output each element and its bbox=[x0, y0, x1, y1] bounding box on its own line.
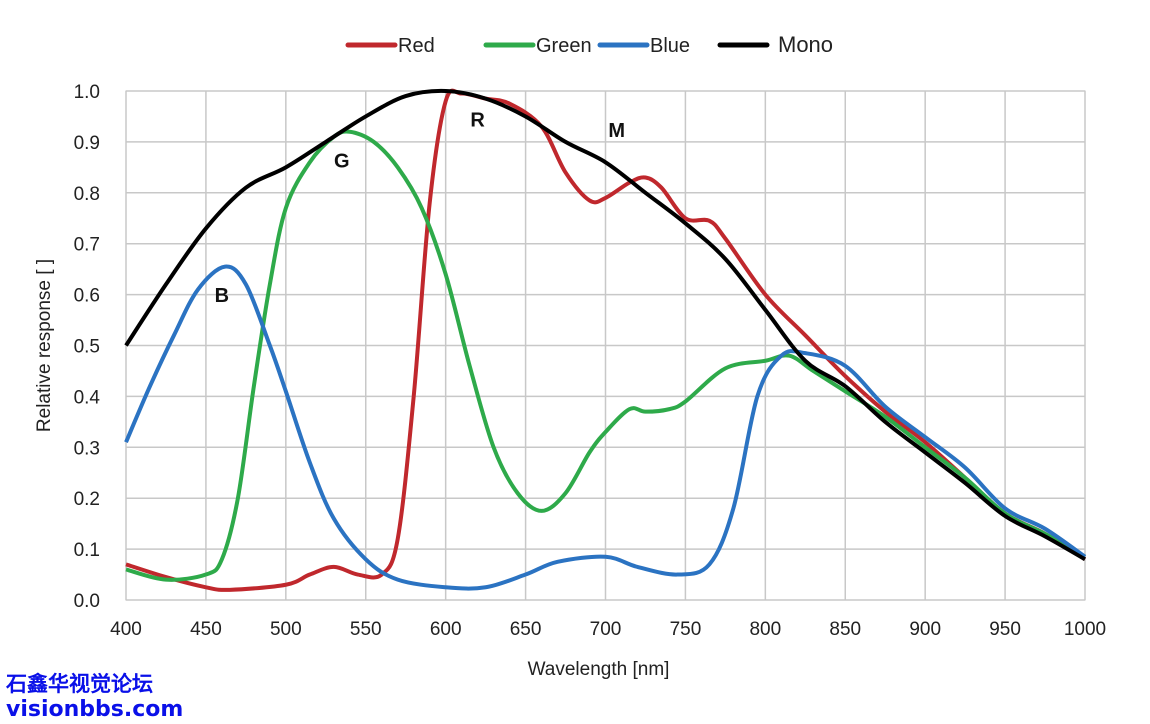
x-tick-label: 850 bbox=[829, 619, 861, 640]
curve-label: G bbox=[334, 150, 350, 172]
y-tick-label: 0.8 bbox=[74, 184, 100, 205]
y-tick-label: 0.7 bbox=[74, 235, 100, 256]
x-tick-label: 500 bbox=[270, 619, 302, 640]
y-tick-label: 0.1 bbox=[74, 540, 100, 561]
y-tick-label: 0.6 bbox=[74, 286, 100, 307]
series-line-mono bbox=[124, 88, 1086, 562]
curve-label: R bbox=[470, 110, 485, 132]
legend-label-blue: Blue bbox=[650, 35, 690, 57]
y-tick-label: 0.4 bbox=[74, 387, 101, 408]
x-tick-label: 950 bbox=[989, 619, 1021, 640]
y-tick-label: 0.3 bbox=[74, 438, 100, 459]
x-tick-label: 1000 bbox=[1064, 619, 1106, 640]
x-tick-label: 900 bbox=[909, 619, 941, 640]
x-tick-label: 650 bbox=[510, 619, 542, 640]
x-tick-label: 700 bbox=[590, 619, 622, 640]
watermark-url: visionbbs.com bbox=[6, 697, 184, 722]
y-tick-label: 0.2 bbox=[74, 489, 100, 510]
y-tick-label: 0.0 bbox=[74, 591, 100, 612]
x-tick-label: 550 bbox=[350, 619, 382, 640]
x-tick-label: 600 bbox=[430, 619, 462, 640]
legend-label-red: Red bbox=[398, 35, 435, 57]
legend-label-green: Green bbox=[536, 35, 592, 57]
y-tick-label: 0.5 bbox=[74, 337, 100, 358]
x-axis-label: Wavelength [nm] bbox=[528, 659, 670, 680]
series-line-green bbox=[125, 129, 1086, 582]
y-tick-label: 0.9 bbox=[74, 133, 100, 154]
y-axis-label: Relative response [ ] bbox=[34, 259, 55, 432]
legend-label-mono: Mono bbox=[778, 32, 833, 57]
curve-label: B bbox=[215, 285, 229, 307]
series-line-blue bbox=[124, 264, 1087, 591]
series-line-red bbox=[125, 88, 1087, 592]
y-tick-label: 1.0 bbox=[74, 82, 100, 103]
x-tick-label: 800 bbox=[749, 619, 781, 640]
watermark-title: 石鑫华视觉论坛 bbox=[6, 672, 153, 696]
x-tick-label: 750 bbox=[670, 619, 702, 640]
x-tick-label: 400 bbox=[110, 619, 142, 640]
curve-label: M bbox=[608, 120, 625, 142]
x-tick-label: 450 bbox=[190, 619, 222, 640]
